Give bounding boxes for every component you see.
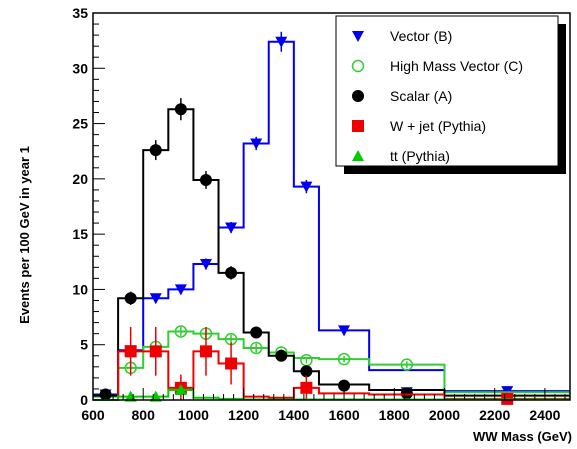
legend-label-high-mass-vector-c: High Mass Vector (C): [390, 58, 523, 74]
y-tick-label: 30: [72, 60, 88, 76]
y-tick-label: 10: [72, 281, 88, 297]
legend-box: [335, 15, 559, 167]
data-point-w-jet-pythia: [199, 345, 212, 358]
data-point-vector-b: [199, 258, 212, 270]
data-point-scalar-a: [275, 349, 288, 362]
series-high-mass-vector-c: [93, 325, 570, 398]
data-point-high-mass-vector-c: [249, 341, 263, 355]
data-point-vector-b: [300, 181, 313, 193]
x-tick-label: 600: [81, 407, 105, 423]
data-point-vector-b: [250, 138, 263, 150]
legend-marker-high-mass-vector-c: [351, 59, 365, 73]
data-point-scalar-a: [199, 173, 212, 186]
legend-label-w-jet-pythia: W + jet (Pythia): [390, 118, 486, 134]
axes-layer: 600 800 1000 1200 1400 1600 1800 2000 2200 2400 0 5…: [72, 5, 571, 423]
legend-label-tt-pythia: tt (Pythia): [390, 148, 450, 164]
legend-label-vector-b: Vector (B): [390, 28, 452, 44]
step-line-vector-b: [93, 40, 570, 396]
data-point-high-mass-vector-c: [337, 352, 351, 366]
data-point-high-mass-vector-c: [174, 325, 188, 338]
x-tick-label: 1800: [379, 407, 410, 423]
data-point-vector-b: [338, 325, 351, 337]
x-tick-label: 2200: [479, 407, 510, 423]
data-point-high-mass-vector-c: [400, 358, 414, 371]
data-point-scalar-a: [338, 379, 351, 392]
legend: Vector (B) High Mass Vector (C) Scalar (A)…: [335, 15, 566, 174]
series-scalar-a: [93, 98, 570, 401]
y-tick-label: 5: [80, 337, 88, 353]
data-point-scalar-a: [149, 144, 162, 157]
data-point-vector-b: [275, 36, 288, 48]
x-tick-label: 1400: [278, 407, 309, 423]
data-point-vector-b: [174, 284, 187, 296]
data-point-scalar-a: [99, 388, 112, 401]
data-point-scalar-a: [250, 326, 263, 339]
data-point-scalar-a: [400, 387, 413, 400]
data-point-tt-pythia: [174, 384, 187, 396]
series-layer: [93, 31, 570, 405]
x-tick-label: 2000: [429, 407, 460, 423]
data-point-w-jet-pythia: [149, 345, 162, 358]
data-point-w-jet-pythia: [225, 357, 238, 370]
legend-marker-tt-pythia: [352, 150, 364, 161]
legend-marker-w-jet-pythia: [352, 120, 364, 132]
x-axis-title: WW Mass (GeV): [473, 429, 572, 444]
data-point-w-jet-pythia: [300, 381, 313, 394]
data-point-scalar-a: [225, 266, 238, 279]
legend-marker-scalar-a: [352, 90, 364, 102]
y-tick-label: 0: [80, 392, 88, 408]
x-tick-label: 1000: [178, 407, 209, 423]
x-tick-label: 1600: [328, 407, 359, 423]
y-tick-label: 35: [72, 5, 88, 21]
data-point-scalar-a: [300, 365, 313, 378]
y-tick-label: 20: [72, 171, 88, 187]
plot-frame: [92, 12, 571, 401]
data-point-vector-b: [149, 293, 162, 305]
x-tick-label: 2400: [529, 407, 560, 423]
data-point-scalar-a: [174, 103, 187, 116]
x-tick-label: 800: [132, 407, 156, 423]
step-line-scalar-a: [93, 108, 570, 397]
step-line-high-mass-vector-c: [93, 330, 570, 398]
legend-label-scalar-a: Scalar (A): [390, 88, 452, 104]
y-axis-title: Events per 100 GeV in year 1: [17, 146, 32, 324]
legend-marker-vector-b: [352, 31, 364, 42]
data-point-vector-b: [225, 222, 238, 234]
x-tick-label: 1200: [228, 407, 259, 423]
y-tick-label: 15: [72, 226, 88, 242]
data-point-w-jet-pythia: [124, 345, 137, 358]
data-point-scalar-a: [124, 292, 137, 305]
y-tick-label: 25: [72, 116, 88, 132]
